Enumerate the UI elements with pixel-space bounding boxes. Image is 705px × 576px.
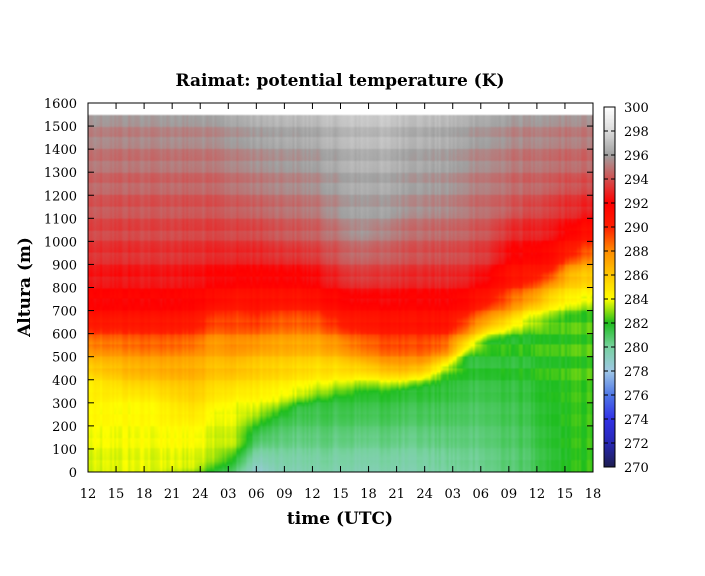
plot-area bbox=[87, 102, 594, 473]
colorbar-tick-label: 296 bbox=[624, 149, 649, 164]
chart-title: Raimat: potential temperature (K) bbox=[175, 71, 504, 91]
x-tick-label: 24 bbox=[416, 487, 433, 502]
y-tick-label: 1100 bbox=[44, 212, 77, 227]
y-tick-label: 1500 bbox=[44, 120, 77, 135]
y-tick-label: 400 bbox=[52, 374, 77, 389]
y-axis: 0 100 200 300 400 500 600 700 800 900 1000 1100 1200… bbox=[44, 97, 593, 481]
y-tick-label: 0 bbox=[69, 466, 77, 481]
colorbar-tick-label: 280 bbox=[624, 341, 649, 356]
x-tick-label: 21 bbox=[164, 487, 181, 502]
colorbar-ticks: 270 272 274 276 278 280 282 284 286 288 290 292 294 2… bbox=[604, 101, 649, 476]
x-tick-label: 18 bbox=[585, 487, 602, 502]
colorbar-tick-label: 294 bbox=[624, 173, 649, 188]
x-tick-label: 15 bbox=[332, 487, 349, 502]
colorbar-tick-label: 282 bbox=[624, 317, 649, 332]
colorbar-tick-label: 272 bbox=[624, 437, 649, 452]
x-tick-label: 18 bbox=[360, 487, 377, 502]
colorbar-tick-label: 288 bbox=[624, 245, 649, 260]
colorbar: 270 272 274 276 278 280 282 284 286 288 290 292 294 2… bbox=[603, 101, 649, 476]
x-tick-label: 18 bbox=[136, 487, 153, 502]
x-tick-label: 09 bbox=[501, 487, 518, 502]
x-tick-label: 12 bbox=[304, 487, 321, 502]
colorbar-tick-label: 298 bbox=[624, 125, 649, 140]
y-tick-label: 800 bbox=[52, 282, 77, 297]
x-tick-label: 12 bbox=[529, 487, 546, 502]
x-axis: 12 15 18 21 24 03 06 09 12 15 18 21 24 03 06 09 12 15 18 bbox=[80, 103, 602, 502]
colorbar-gradient bbox=[604, 107, 615, 467]
y-tick-label: 900 bbox=[52, 258, 77, 273]
y-tick-label: 100 bbox=[52, 443, 77, 458]
x-tick-label: 09 bbox=[276, 487, 293, 502]
colorbar-tick-label: 284 bbox=[624, 293, 649, 308]
y-tick-label: 200 bbox=[52, 420, 77, 435]
y-tick-label: 1600 bbox=[44, 97, 77, 112]
y-tick-label: 300 bbox=[52, 397, 77, 412]
temperature-field bbox=[88, 103, 593, 472]
x-tick-label: 12 bbox=[80, 487, 97, 502]
y-tick-label: 1000 bbox=[44, 235, 77, 250]
x-axis-label: time (UTC) bbox=[287, 509, 393, 529]
colorbar-tick-label: 300 bbox=[624, 101, 649, 116]
y-tick-label: 1400 bbox=[44, 143, 77, 158]
y-tick-label: 500 bbox=[52, 351, 77, 366]
y-axis-label: Altura (m) bbox=[15, 237, 35, 338]
x-tick-label: 21 bbox=[388, 487, 405, 502]
x-tick-label: 24 bbox=[192, 487, 209, 502]
colorbar-tick-label: 270 bbox=[624, 461, 649, 476]
y-tick-label: 1300 bbox=[44, 166, 77, 181]
x-tick-label: 03 bbox=[444, 487, 461, 502]
y-tick-label: 700 bbox=[52, 305, 77, 320]
y-tick-label: 1200 bbox=[44, 189, 77, 204]
x-tick-label: 03 bbox=[220, 487, 237, 502]
y-tick-label: 600 bbox=[52, 328, 77, 343]
x-tick-label: 06 bbox=[248, 487, 265, 502]
colorbar-tick-label: 286 bbox=[624, 269, 649, 284]
x-tick-label: 15 bbox=[108, 487, 125, 502]
colorbar-tick-label: 278 bbox=[624, 365, 649, 380]
colorbar-tick-label: 290 bbox=[624, 221, 649, 236]
colorbar-tick-label: 276 bbox=[624, 389, 649, 404]
x-tick-label: 06 bbox=[473, 487, 490, 502]
colorbar-tick-label: 274 bbox=[624, 413, 649, 428]
colorbar-frame bbox=[603, 106, 616, 468]
x-tick-label: 15 bbox=[557, 487, 574, 502]
colorbar-tick-label: 292 bbox=[624, 197, 649, 212]
